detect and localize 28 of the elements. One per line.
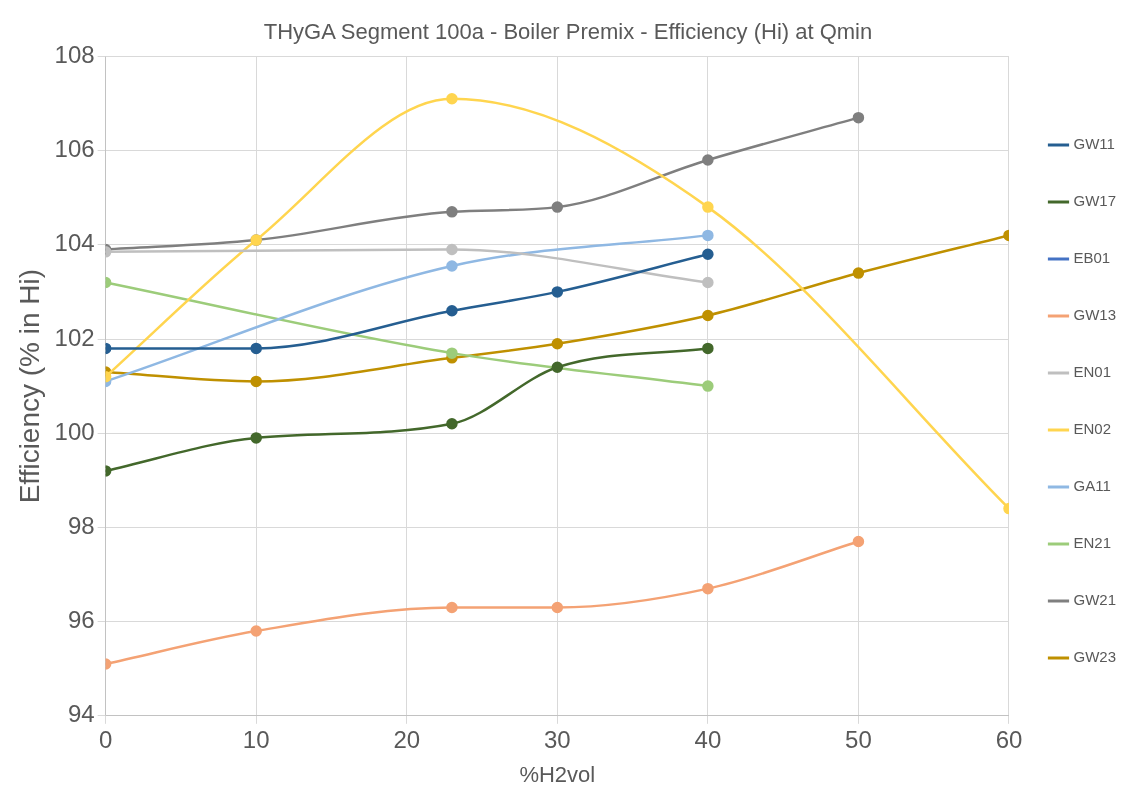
- legend-label: GW17: [1073, 192, 1117, 210]
- y-tick-label: 98: [67, 512, 95, 540]
- legend-label: GW11: [1073, 135, 1115, 153]
- x-axis-title: %H2vol: [519, 761, 596, 787]
- y-axis-title: Efficiency (% in Hi): [13, 268, 45, 504]
- x-tick-label: 10: [242, 725, 270, 753]
- legend-label: GW21: [1073, 591, 1117, 609]
- x-tick-label: 40: [694, 725, 722, 753]
- legend-label: EB01: [1073, 249, 1111, 267]
- x-tick-label: 30: [543, 725, 571, 753]
- y-tick-label: 108: [54, 41, 95, 69]
- legend-label: EN21: [1073, 534, 1112, 552]
- chart-title: THyGA Segment 100a - Boiler Premix - Efficiency (Hi) at Qmin: [263, 19, 873, 45]
- legend-label: EN02: [1073, 420, 1112, 438]
- legend-label: EN01: [1073, 363, 1112, 381]
- legend-label: GW23: [1073, 648, 1117, 666]
- x-tick-label: 20: [393, 725, 421, 753]
- y-tick-label: 94: [67, 700, 95, 728]
- legend-label: GA11: [1073, 477, 1111, 495]
- y-tick-label: 100: [54, 417, 95, 445]
- legend-label: GW13: [1073, 306, 1117, 324]
- y-tick-label: 96: [67, 606, 95, 634]
- x-tick-label: 60: [995, 725, 1023, 753]
- y-tick-label: 106: [54, 135, 95, 163]
- x-tick-label: 50: [845, 725, 872, 753]
- y-tick-label: 104: [54, 229, 95, 257]
- y-tick-label: 102: [54, 323, 95, 351]
- x-tick-label: 0: [98, 725, 113, 753]
